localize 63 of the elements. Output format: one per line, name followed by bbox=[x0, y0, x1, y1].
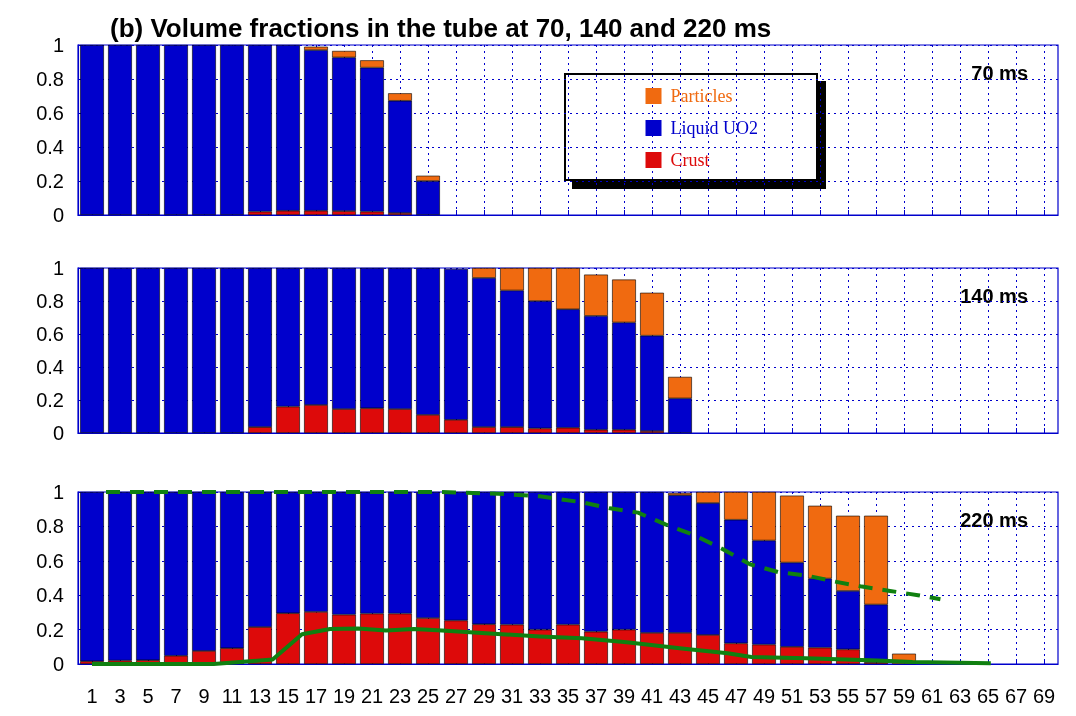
x-tick-label: 11 bbox=[221, 685, 243, 707]
y-tick-label: 1 bbox=[52, 257, 64, 279]
x-tick-label: 13 bbox=[248, 685, 272, 707]
chart-title: (b) Volume fractions in the tube at 70, 140 and 220 ms bbox=[110, 13, 772, 43]
y-tick-label: 1 bbox=[52, 481, 64, 503]
x-tick-label: 69 bbox=[1032, 685, 1056, 707]
x-tick-label: 45 bbox=[696, 685, 720, 707]
x-tick-label: 19 bbox=[332, 685, 356, 707]
x-tick-label: 5 bbox=[142, 685, 154, 707]
x-tick-label: 65 bbox=[976, 685, 1000, 707]
y-tick-label: 0.4 bbox=[36, 584, 64, 607]
bar bbox=[304, 50, 328, 211]
y-tick-label: 0.2 bbox=[36, 389, 64, 411]
y-tick-label: 0 bbox=[52, 653, 64, 675]
y-tick-label: 0.6 bbox=[36, 549, 64, 572]
y-tick-label: 1 bbox=[52, 34, 64, 56]
y-tick-label: 0.8 bbox=[36, 515, 64, 538]
x-tick-label: 35 bbox=[556, 685, 580, 707]
x-tick-label: 15 bbox=[276, 685, 300, 707]
y-tick-label: 0.6 bbox=[36, 102, 64, 124]
x-tick-label: 25 bbox=[416, 685, 440, 707]
x-tick-label: 37 bbox=[584, 685, 608, 707]
legend-label: Particles bbox=[670, 86, 733, 106]
x-tick-label: 31 bbox=[500, 685, 524, 707]
x-tick-label: 3 bbox=[114, 685, 126, 707]
x-tick-label: 27 bbox=[444, 685, 468, 707]
y-tick-label: 0 bbox=[52, 422, 64, 444]
annotation: 70 ms bbox=[971, 62, 1029, 84]
x-tick-label: 17 bbox=[304, 685, 328, 707]
y-tick-label: 0.2 bbox=[36, 618, 64, 641]
y-tick-label: 0 bbox=[52, 204, 64, 226]
x-tick-label: 21 bbox=[360, 685, 384, 707]
y-tick-label: 0.8 bbox=[36, 68, 64, 90]
x-tick-label: 61 bbox=[920, 685, 944, 707]
y-tick-label: 0.2 bbox=[36, 170, 64, 192]
x-tick-label: 9 bbox=[198, 685, 210, 707]
x-tick-label: 33 bbox=[528, 685, 552, 707]
x-tick-label: 39 bbox=[612, 685, 636, 707]
x-tick-label: 7 bbox=[170, 685, 182, 707]
x-tick-label: 1 bbox=[86, 685, 98, 707]
x-tick-label: 59 bbox=[892, 685, 916, 707]
y-tick-label: 0.4 bbox=[36, 356, 64, 378]
y-tick-label: 0.4 bbox=[36, 136, 64, 158]
x-tick-label: 55 bbox=[836, 685, 860, 707]
legend-label: Liquid UO2 bbox=[670, 118, 758, 138]
x-tick-label: 53 bbox=[808, 685, 832, 707]
x-tick-label: 41 bbox=[640, 685, 664, 707]
x-tick-label: 51 bbox=[780, 685, 804, 707]
x-tick-label: 43 bbox=[668, 685, 692, 707]
x-tick-label: 29 bbox=[472, 685, 496, 707]
x-tick-label: 49 bbox=[752, 685, 776, 707]
line-series bbox=[104, 490, 943, 602]
annotation: 220 ms bbox=[960, 509, 1029, 531]
x-tick-label: 67 bbox=[1004, 685, 1028, 707]
annotation: 140 ms bbox=[960, 285, 1029, 307]
y-tick-label: 0.8 bbox=[36, 290, 64, 312]
x-tick-label: 23 bbox=[388, 685, 412, 707]
x-tick-label: 47 bbox=[724, 685, 748, 707]
y-tick-label: 0.6 bbox=[36, 323, 64, 345]
x-tick-label: 63 bbox=[948, 685, 972, 707]
legend-label: Crust bbox=[670, 150, 710, 170]
x-tick-label: 57 bbox=[864, 685, 888, 707]
line-series bbox=[90, 626, 993, 666]
